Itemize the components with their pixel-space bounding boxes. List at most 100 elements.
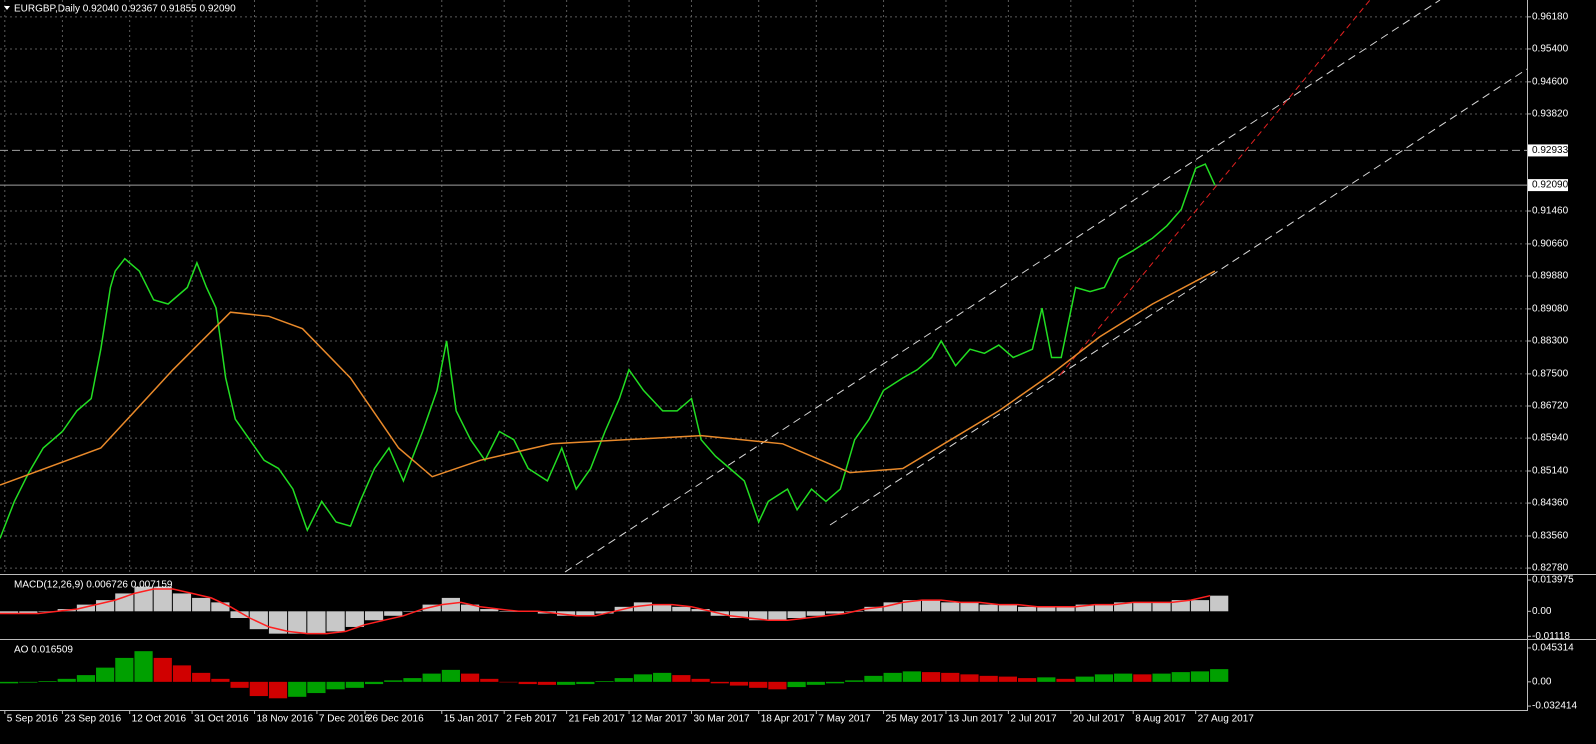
histogram-bar	[633, 602, 653, 612]
histogram-bar	[1018, 678, 1037, 682]
x-tick-label: 12 Oct 2016	[132, 714, 187, 725]
histogram-bar	[864, 606, 883, 612]
histogram-bar	[76, 675, 96, 682]
histogram-bar	[307, 611, 326, 634]
histogram-bar	[1114, 602, 1133, 612]
histogram-bar	[115, 657, 134, 682]
histogram-bar	[595, 611, 614, 614]
histogram-bar	[729, 681, 749, 686]
histogram-bar	[614, 678, 633, 682]
histogram-bar	[326, 681, 345, 690]
histogram-bar	[230, 681, 249, 688]
x-tick-label: 30 Mar 2017	[693, 714, 750, 725]
histogram-bar	[672, 606, 691, 612]
histogram-bar	[38, 611, 57, 612]
y-tick-label: 0.94600	[1532, 76, 1569, 87]
draw-layer	[0, 0, 1528, 699]
y-tick-label: 0.88300	[1532, 336, 1569, 347]
y-tick-label: 0.00	[1532, 676, 1552, 687]
histogram-bar	[345, 681, 364, 688]
histogram-bar	[230, 611, 249, 619]
histogram-bar	[1075, 604, 1094, 612]
histogram-bar	[76, 604, 96, 612]
histogram-bar	[403, 678, 422, 682]
histogram-bar	[499, 681, 518, 683]
histogram-bar	[998, 676, 1017, 682]
y-tick-label: 0.85140	[1532, 466, 1569, 477]
histogram-bar	[38, 681, 57, 682]
histogram-bar	[1171, 672, 1190, 682]
histogram-bar	[749, 681, 768, 688]
histogram-bar	[653, 604, 672, 612]
histogram-bar	[557, 611, 576, 616]
histogram-bar	[1133, 674, 1152, 682]
panel-title: EURGBP,Daily 0.92040 0.92367 0.91855 0.9…	[14, 4, 236, 15]
histogram-bar	[307, 681, 326, 694]
histogram-bar	[268, 681, 288, 699]
histogram-bar	[1037, 606, 1056, 612]
histogram-bar	[1210, 669, 1229, 682]
x-tick-label: 18 Apr 2017	[761, 714, 815, 725]
histogram-bar	[787, 611, 806, 619]
histogram-bar	[172, 593, 192, 612]
trend-line-red	[1059, 0, 1371, 376]
histogram-bar	[979, 604, 998, 612]
histogram-bar	[364, 681, 384, 685]
x-tick-label: 2 Jul 2017	[1010, 714, 1057, 725]
histogram-bar	[134, 651, 153, 682]
histogram-bar	[249, 611, 268, 630]
histogram-bar	[1114, 673, 1133, 682]
series-line	[0, 270, 1216, 486]
histogram-bar	[1133, 602, 1152, 612]
histogram-bar	[653, 672, 672, 682]
trend-channel-upper	[564, 0, 1441, 573]
x-tick-label: 2 Feb 2017	[506, 714, 557, 725]
histogram-bar	[345, 611, 364, 627]
menu-arrow[interactable]	[4, 6, 10, 10]
price-label: 0.92090	[1532, 180, 1569, 191]
histogram-bar	[0, 681, 19, 684]
histogram-bar	[941, 672, 960, 682]
histogram-bar	[691, 678, 710, 682]
x-tick-label: 7 May 2017	[818, 714, 871, 725]
price-label-box	[1528, 179, 1568, 192]
histogram-bar	[96, 667, 115, 682]
histogram-bar	[518, 681, 537, 685]
histogram-bar	[845, 680, 864, 682]
histogram-bar	[288, 611, 307, 634]
y-tick-label: 0.045314	[1532, 643, 1574, 654]
histogram-bar	[557, 681, 576, 685]
histogram-bar	[806, 611, 825, 616]
y-tick-label: -0.032414	[1532, 701, 1577, 712]
x-tick-label: 13 Jun 2017	[948, 714, 1003, 725]
histogram-bar	[460, 604, 480, 612]
histogram-bar	[1190, 671, 1210, 682]
histogram-bar	[883, 602, 902, 612]
histogram-bar	[460, 673, 480, 682]
histogram-bar	[192, 597, 211, 612]
x-tick-label: 8 Aug 2017	[1135, 714, 1186, 725]
x-tick-label: 20 Jul 2017	[1073, 714, 1125, 725]
histogram-bar	[921, 600, 941, 612]
histogram-bar	[960, 602, 979, 612]
histogram-bar	[1094, 674, 1114, 682]
histogram-bar	[153, 657, 172, 682]
histogram-bar	[364, 611, 384, 621]
histogram-bar	[1171, 600, 1190, 612]
histogram-bar	[576, 681, 595, 685]
histogram-bar	[1094, 604, 1114, 612]
histogram-bar	[1210, 595, 1229, 612]
histogram-bar	[921, 672, 941, 682]
histogram-bar	[441, 597, 460, 612]
histogram-bar	[96, 600, 115, 612]
histogram-bar	[172, 665, 192, 682]
histogram-bar	[441, 669, 460, 682]
histogram-bar	[249, 681, 268, 697]
price-label-box	[1528, 144, 1568, 157]
y-tick-label: 0.95400	[1532, 44, 1569, 55]
histogram-bar	[326, 611, 345, 632]
y-tick-label: 0.89880	[1532, 271, 1569, 282]
histogram-bar	[403, 611, 422, 612]
